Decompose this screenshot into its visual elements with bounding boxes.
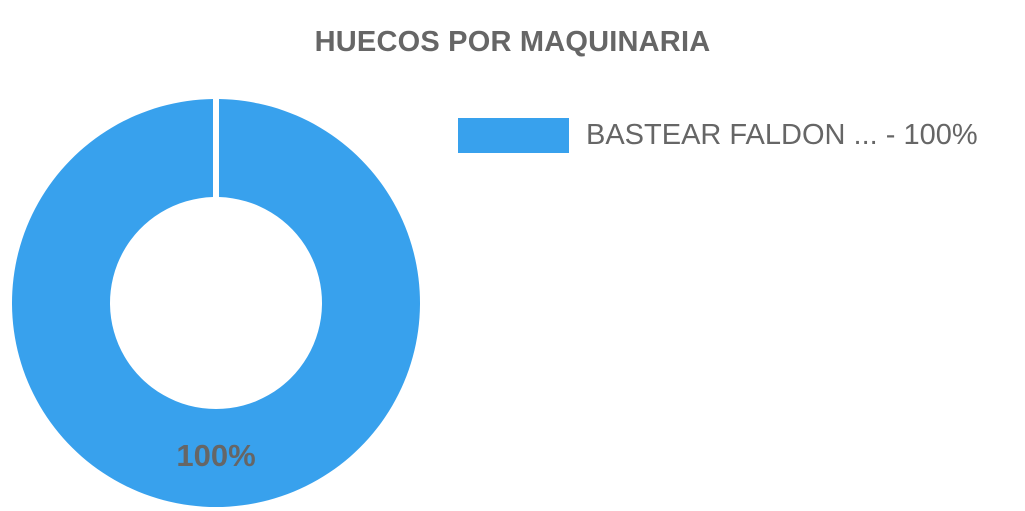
chart-legend: BASTEAR FALDON ... - 100% (458, 118, 978, 153)
legend-label: BASTEAR FALDON ... - 100% (586, 119, 978, 152)
donut-data-labels: 100% (176, 438, 255, 473)
legend-swatch (458, 118, 569, 153)
donut-data-label: 100% (176, 438, 255, 473)
